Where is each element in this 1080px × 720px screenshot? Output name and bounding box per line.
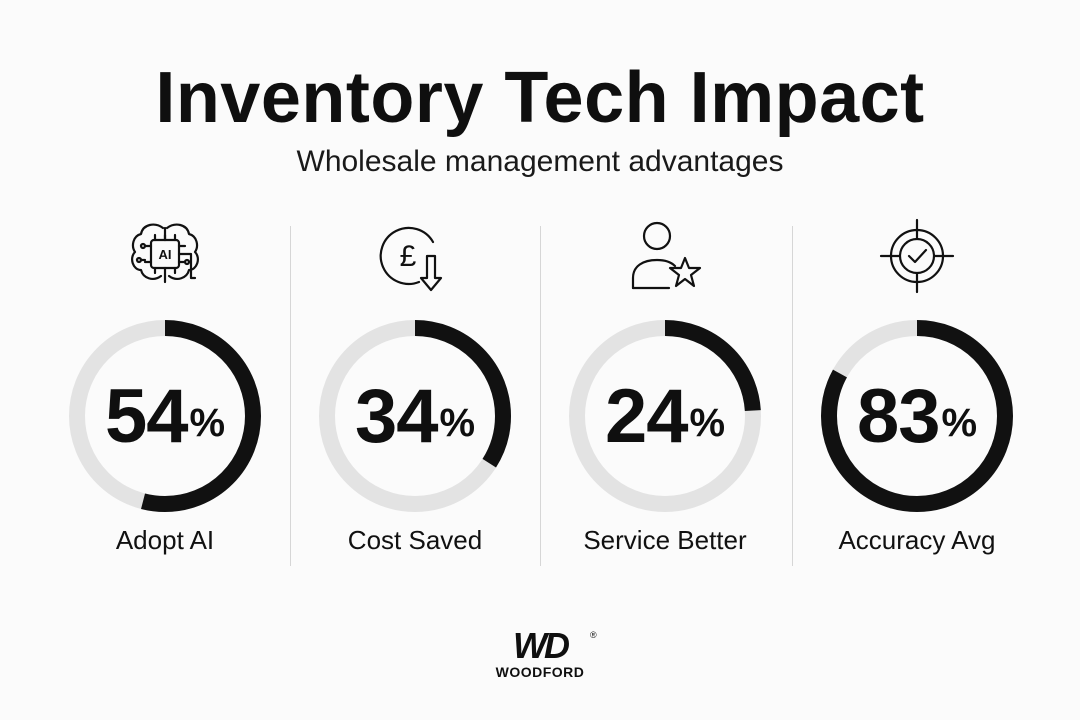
value-label: 54% — [65, 316, 265, 516]
logo-mark: WD — [513, 625, 570, 666]
target-check-icon — [879, 218, 955, 294]
stats-panels: AI 54% Adopt AI £ 34% — [40, 216, 1040, 576]
value-label: 24% — [565, 316, 765, 516]
stat-panel-cost-saved: £ 34% Cost Saved — [290, 216, 540, 576]
pound-down-arrow-icon: £ — [379, 226, 443, 292]
category-label: Adopt AI — [115, 525, 215, 555]
value-number: 83 — [856, 373, 941, 459]
value-label: 34% — [315, 316, 515, 516]
page-title: Inventory Tech Impact — [155, 58, 925, 138]
value-number: 54 — [104, 373, 189, 459]
donut-ring — [565, 316, 765, 516]
category-label: Service Better — [583, 525, 747, 555]
user-star-icon — [631, 221, 702, 290]
donut-ring — [315, 316, 515, 516]
value-unit: % — [189, 400, 226, 445]
category-label: Cost Saved — [347, 525, 483, 555]
stat-panel-accuracy-avg: 83% Accuracy Avg — [792, 216, 1042, 576]
donut-arc-cost-saved — [319, 320, 511, 512]
stat-panel-service-better: 24% Service Better — [540, 216, 790, 576]
category-label: Accuracy Avg — [838, 525, 996, 555]
value-unit: % — [689, 400, 726, 445]
stat-panel-adopt-ai: AI 54% Adopt AI — [40, 216, 290, 576]
panel-divider — [540, 226, 541, 566]
value-unit: % — [941, 400, 978, 445]
donut-arc-service-better — [569, 320, 761, 512]
value-number: 34 — [354, 373, 439, 459]
value-unit: % — [439, 400, 476, 445]
donut-arc-accuracy-avg — [821, 320, 1013, 512]
pound-symbol: £ — [400, 240, 417, 273]
donut-ring — [65, 316, 265, 516]
value-label: 83% — [817, 316, 1017, 516]
registered-mark: ® — [590, 630, 597, 640]
panel-divider — [290, 226, 291, 566]
value-number: 24 — [604, 373, 689, 459]
ai-chip-text: AI — [159, 247, 172, 262]
page-subtitle: Wholesale management advantages — [296, 145, 784, 178]
panel-divider — [792, 226, 793, 566]
donut-ring — [817, 316, 1017, 516]
woodford-logo: WD ® WOODFORD — [490, 628, 600, 688]
donut-arc-adopt-ai — [69, 320, 261, 512]
ai-brain-icon: AI — [131, 223, 199, 284]
logo-name: WOODFORD — [495, 664, 585, 680]
